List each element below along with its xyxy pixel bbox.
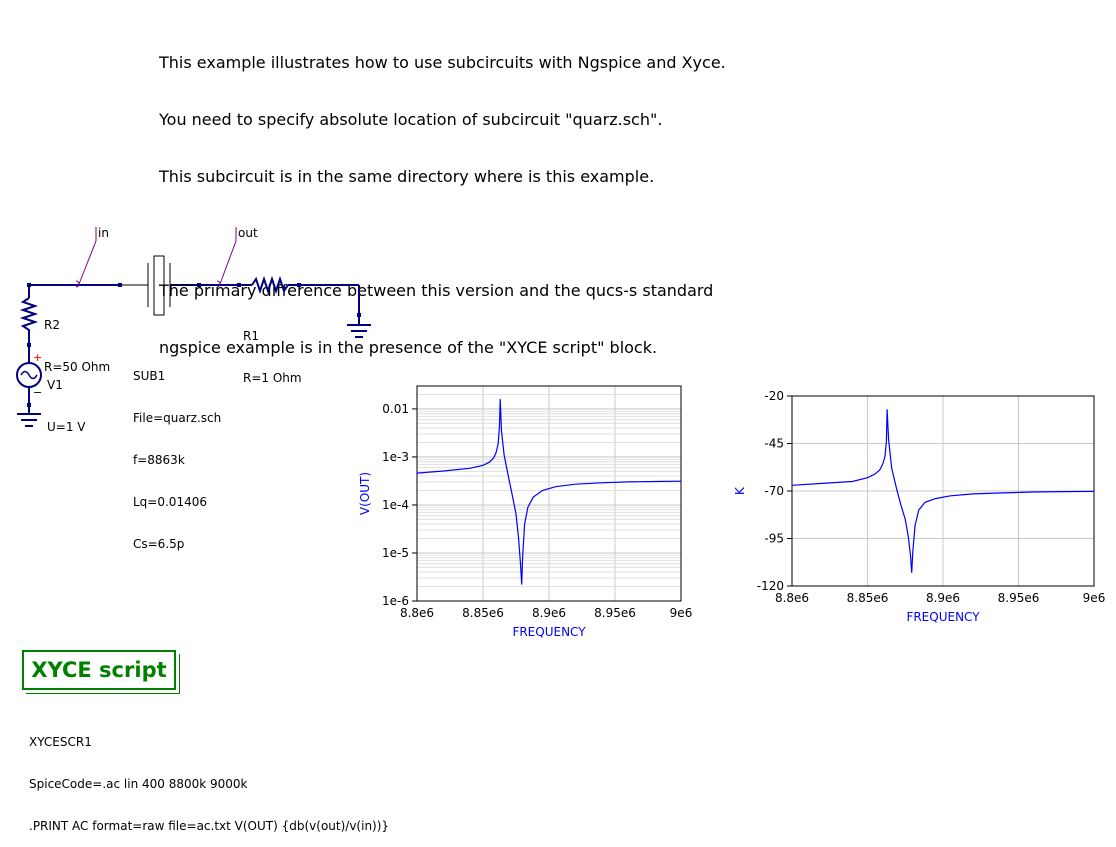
r1-name: R1 [243, 329, 302, 343]
sub1-name: SUB1 [133, 369, 221, 383]
x-tick-label: 9e6 [1083, 591, 1106, 605]
xyce-script-block[interactable]: XYCE script [22, 650, 176, 690]
sub1-lq: Lq=0.01406 [133, 495, 221, 509]
net-label-out: out [238, 226, 258, 240]
y-tick-label: -70 [764, 484, 784, 498]
y-tick-label: 1e-5 [382, 546, 409, 560]
r1-value: R=1 Ohm [243, 371, 302, 385]
x-tick-label: 8.8e6 [775, 591, 809, 605]
x-tick-label: 8.8e6 [400, 606, 434, 620]
xyce-print-line: .PRINT AC format=raw file=ac.txt V(OUT) … [29, 819, 389, 833]
node-dot [297, 283, 301, 287]
xyce-name: XYCESCR1 [29, 735, 389, 749]
ground-symbol-right [347, 315, 371, 337]
node-dot [118, 283, 122, 287]
y-tick-label: -95 [764, 532, 784, 546]
r2-name: R2 [44, 318, 110, 332]
net-label-in: in [98, 226, 109, 240]
v1-name: V1 [47, 378, 86, 392]
y-tick-label: 0.01 [382, 402, 409, 416]
sub1-file: File=quarz.sch [133, 411, 221, 425]
x-axis-title: FREQUENCY [906, 610, 980, 624]
xyce-script-title: XYCE script [24, 652, 174, 688]
node-dot [237, 283, 241, 287]
vout-log-graph[interactable]: 8.8e6 8.85e6 8.9e6 8.95e6 9e6 0.01 1e-3 1e-4 1e-… [350, 378, 695, 643]
v1-minus-sign: − [33, 386, 42, 399]
node-dot [197, 283, 201, 287]
x-tick-label: 9e6 [670, 606, 693, 620]
sub1-label[interactable]: SUB1 File=quarz.sch f=8863k Lq=0.01406 C… [133, 341, 221, 565]
y-axis-title: K [733, 486, 747, 495]
label-leader-out [220, 241, 236, 284]
x-tick-label: 8.9e6 [532, 606, 566, 620]
resistor-r2-symbol [23, 298, 35, 332]
v1-value: U=1 V [47, 420, 86, 434]
voltage-source-v1-symbol [17, 363, 41, 387]
v1-plus-sign: + [33, 351, 42, 364]
x-tick-label: 8.85e6 [462, 606, 504, 620]
x-tick-label: 8.9e6 [926, 591, 960, 605]
label-leader-in [79, 241, 96, 284]
ground-symbol-left [17, 405, 41, 426]
r1-label[interactable]: R1 R=1 Ohm [243, 301, 302, 399]
y-tick-label: -45 [764, 437, 784, 451]
sub1-f: f=8863k [133, 453, 221, 467]
x-axis-title: FREQUENCY [512, 625, 586, 639]
resistor-r1-symbol [252, 279, 288, 291]
node-dot [357, 313, 361, 317]
node-dot [27, 343, 31, 347]
v1-label[interactable]: V1 U=1 V [47, 350, 86, 448]
y-tick-label: -20 [764, 389, 784, 403]
crystal-sub1-symbol [120, 256, 198, 315]
xyce-script-properties[interactable]: XYCESCR1 SpiceCode=.ac lin 400 8800k 900… [29, 707, 389, 847]
y-tick-label: -120 [757, 579, 784, 593]
gain-db-graph[interactable]: 8.8e6 8.85e6 8.9e6 8.95e6 9e6 -20 -45 -70 -95 -12… [730, 385, 1110, 630]
node-dot [27, 283, 31, 287]
x-tick-label: 8.95e6 [594, 606, 636, 620]
xyce-spice-code: SpiceCode=.ac lin 400 8800k 9000k [29, 777, 389, 791]
y-tick-label: 1e-6 [382, 594, 409, 608]
y-tick-label: 1e-3 [382, 450, 409, 464]
x-tick-label: 8.95e6 [998, 591, 1040, 605]
y-tick-label: 1e-4 [382, 498, 409, 512]
y-axis-title: V(OUT) [358, 472, 372, 515]
node-dot [27, 403, 31, 407]
sub1-cs: Cs=6.5p [133, 537, 221, 551]
x-tick-label: 8.85e6 [847, 591, 889, 605]
